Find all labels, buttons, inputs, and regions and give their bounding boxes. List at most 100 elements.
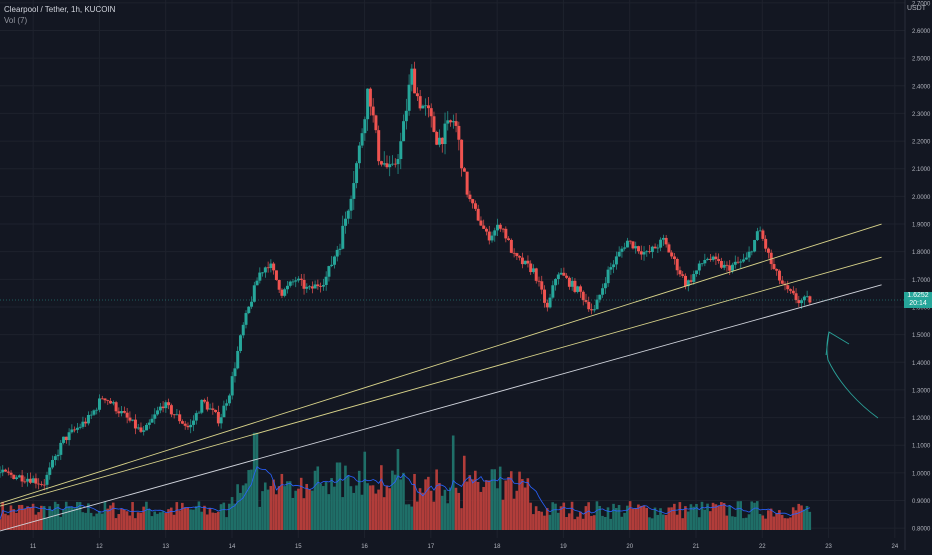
candle-body — [197, 412, 201, 414]
y-tick-label: 2.4000 — [912, 84, 931, 90]
candle-body — [374, 115, 378, 131]
volume-bar — [681, 518, 684, 530]
volume-bar — [62, 509, 65, 530]
candle-body — [26, 478, 30, 482]
candle-body — [366, 88, 370, 120]
candle-body — [75, 427, 79, 430]
volume-bar — [64, 501, 68, 530]
candle-body — [482, 225, 486, 229]
candle-body — [247, 306, 251, 314]
volume-bar — [650, 518, 654, 530]
candle-body — [139, 427, 143, 432]
y-tick-label: 2.5000 — [912, 57, 931, 63]
candle-body — [131, 419, 135, 421]
volume-bar — [252, 432, 256, 530]
volume-bar — [239, 492, 242, 530]
volume-bar — [598, 505, 602, 530]
volume-bar — [758, 513, 762, 530]
chart-legend: Clearpool / Tether, 1h, KUCOIN Vol (7) — [4, 4, 115, 26]
volume-bar — [736, 501, 740, 530]
candle-body — [294, 280, 298, 282]
candle-body — [695, 270, 699, 275]
y-tick-label: 1.0000 — [912, 471, 931, 477]
candle-body — [250, 301, 254, 307]
candle-body — [681, 274, 685, 276]
candle-body — [42, 484, 46, 486]
volume-bar — [568, 513, 571, 530]
volume-bar — [103, 501, 107, 530]
volume-bar — [261, 491, 264, 530]
volume-bar — [134, 518, 137, 530]
volume-bar — [460, 508, 463, 530]
x-tick-label: 18 — [494, 544, 501, 550]
volume-bar — [614, 508, 618, 530]
volume-bar — [537, 510, 541, 530]
volume-bar — [17, 504, 21, 530]
candle-body — [753, 239, 757, 252]
candle-body — [791, 290, 795, 294]
volume-bar — [236, 484, 239, 530]
volume-bar — [338, 462, 342, 530]
volume-indicator-label[interactable]: Vol (7) — [4, 16, 28, 25]
volume-bar — [764, 518, 767, 530]
volume-bar — [344, 465, 347, 530]
volume-bar — [75, 501, 79, 530]
volume-bar — [203, 505, 206, 530]
volume-bar — [142, 506, 145, 530]
candle-body — [335, 249, 339, 257]
candle-body — [51, 459, 55, 468]
candle-body — [200, 399, 204, 413]
volume-bar — [529, 502, 532, 530]
candle-body — [518, 256, 522, 258]
volume-bar — [523, 487, 527, 530]
volume-bar — [197, 501, 201, 530]
candle-body — [283, 289, 287, 296]
volume-bar — [346, 475, 350, 530]
volume-bar — [559, 506, 563, 530]
volume-bar — [479, 491, 483, 530]
candle-body — [462, 168, 466, 172]
volume-bar — [767, 510, 770, 530]
volume-bar — [717, 505, 720, 530]
volume-bar — [120, 508, 123, 530]
volume-bar — [222, 502, 226, 530]
volume-bar — [617, 505, 621, 530]
volume-bar — [189, 509, 192, 530]
candle-body — [708, 258, 712, 260]
candle-body — [609, 267, 613, 270]
candle-body — [554, 279, 558, 286]
volume-bar — [136, 512, 140, 530]
candle-body — [706, 258, 710, 260]
candle-body — [133, 419, 137, 429]
volume-bar — [670, 507, 673, 530]
volume-bar — [357, 470, 361, 530]
y-tick-label: 1.5000 — [912, 333, 931, 339]
volume-bar — [228, 503, 231, 530]
candle-body — [415, 93, 419, 97]
candle-body — [324, 276, 328, 285]
candle-body — [391, 163, 395, 165]
y-tick-label: 2.1000 — [912, 167, 931, 173]
candle-body — [454, 121, 458, 126]
candle-body — [330, 264, 334, 267]
volume-bar — [468, 475, 472, 530]
volume-bar — [581, 518, 585, 530]
volume-bar — [214, 512, 217, 530]
volume-bar — [521, 479, 524, 530]
volume-bar — [294, 490, 297, 530]
currency-label[interactable]: USDT — [906, 5, 926, 12]
candle-body — [153, 414, 157, 419]
volume-bar — [750, 501, 754, 530]
candle-body — [520, 257, 524, 265]
volume-bar — [156, 513, 159, 530]
candle-body — [634, 246, 638, 249]
candle-body — [739, 261, 743, 263]
candle-body — [106, 400, 110, 402]
volume-bar — [258, 506, 262, 530]
candle-body — [233, 368, 237, 377]
volume-bar — [592, 515, 596, 530]
candle-body — [128, 417, 132, 421]
symbol-title[interactable]: Clearpool / Tether, 1h, KUCOIN — [4, 5, 116, 14]
